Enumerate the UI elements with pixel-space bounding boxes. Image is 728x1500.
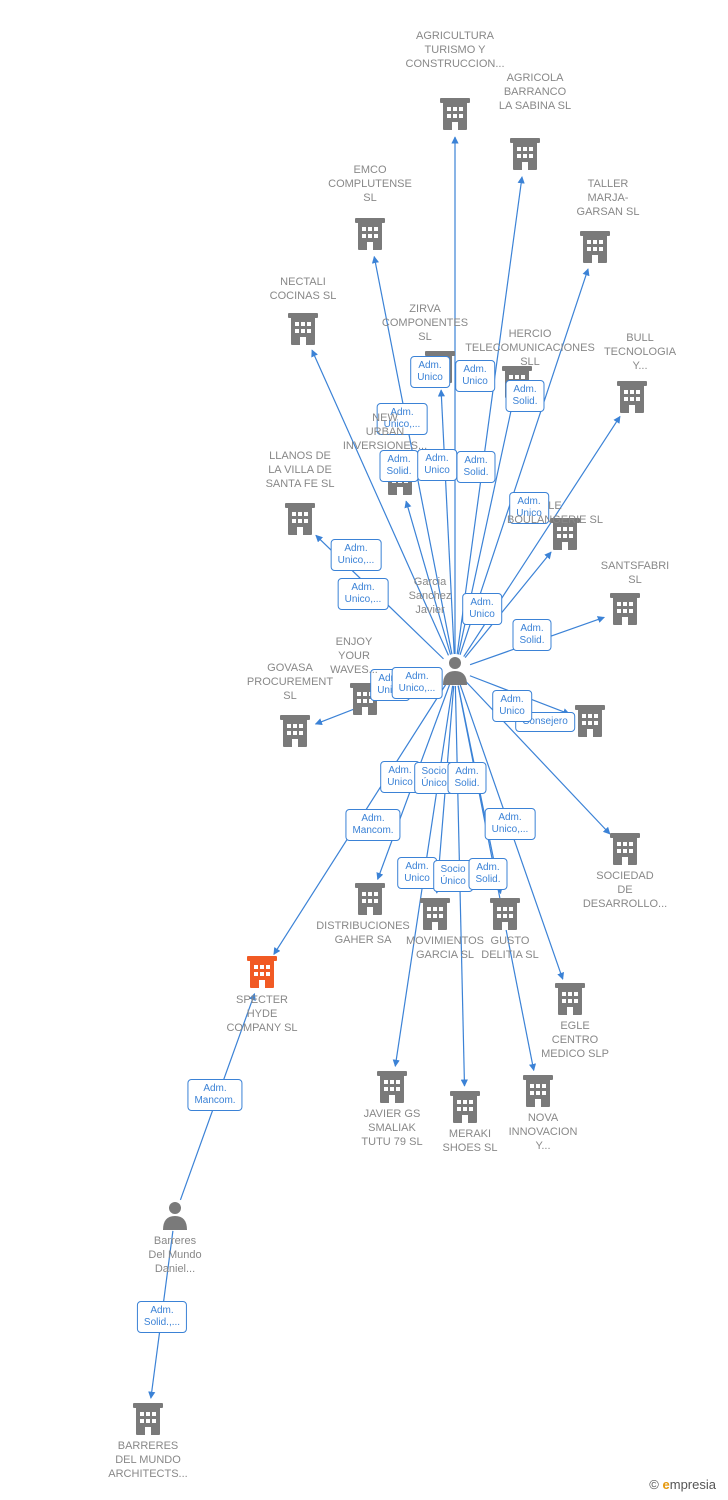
company-node[interactable]: [440, 98, 470, 130]
company-node[interactable]: [377, 1071, 407, 1103]
edge: [406, 501, 450, 654]
company-node[interactable]: [285, 503, 315, 535]
edge: [395, 686, 452, 1066]
company-node[interactable]: [350, 683, 380, 715]
person-node[interactable]: [443, 657, 467, 685]
edge: [151, 1231, 173, 1398]
company-node[interactable]: [355, 883, 385, 915]
company-node[interactable]: [610, 833, 640, 865]
company-node[interactable]: [355, 218, 385, 250]
company-node[interactable]: [247, 956, 277, 988]
edge: [312, 350, 448, 655]
edge: [460, 269, 588, 655]
company-node[interactable]: [555, 983, 585, 1015]
company-node[interactable]: [550, 518, 580, 550]
company-node[interactable]: [133, 1403, 163, 1435]
company-node[interactable]: [610, 593, 640, 625]
person-node[interactable]: [163, 1202, 187, 1230]
company-node[interactable]: [502, 366, 532, 398]
company-node[interactable]: [420, 898, 450, 930]
company-node[interactable]: [575, 705, 605, 737]
edge: [458, 405, 512, 655]
edge: [465, 552, 551, 658]
network-canvas: [0, 0, 728, 1500]
company-node[interactable]: [425, 351, 455, 383]
edge: [458, 686, 534, 1071]
company-node[interactable]: [523, 1075, 553, 1107]
edge: [374, 257, 452, 655]
edge: [316, 535, 444, 659]
edge: [466, 682, 610, 834]
company-node[interactable]: [490, 898, 520, 930]
company-node[interactable]: [617, 381, 647, 413]
company-node[interactable]: [450, 1091, 480, 1123]
edge: [437, 686, 454, 893]
edge: [470, 676, 570, 714]
company-node[interactable]: [510, 138, 540, 170]
company-node[interactable]: [280, 715, 310, 747]
edge: [470, 617, 604, 664]
edge: [180, 994, 254, 1200]
company-node[interactable]: [385, 463, 415, 495]
edge: [441, 390, 454, 654]
company-node[interactable]: [580, 231, 610, 263]
footer-copyright: © empresia: [649, 1477, 716, 1492]
edge: [455, 686, 464, 1086]
edge: [386, 675, 440, 693]
company-node[interactable]: [288, 313, 318, 345]
